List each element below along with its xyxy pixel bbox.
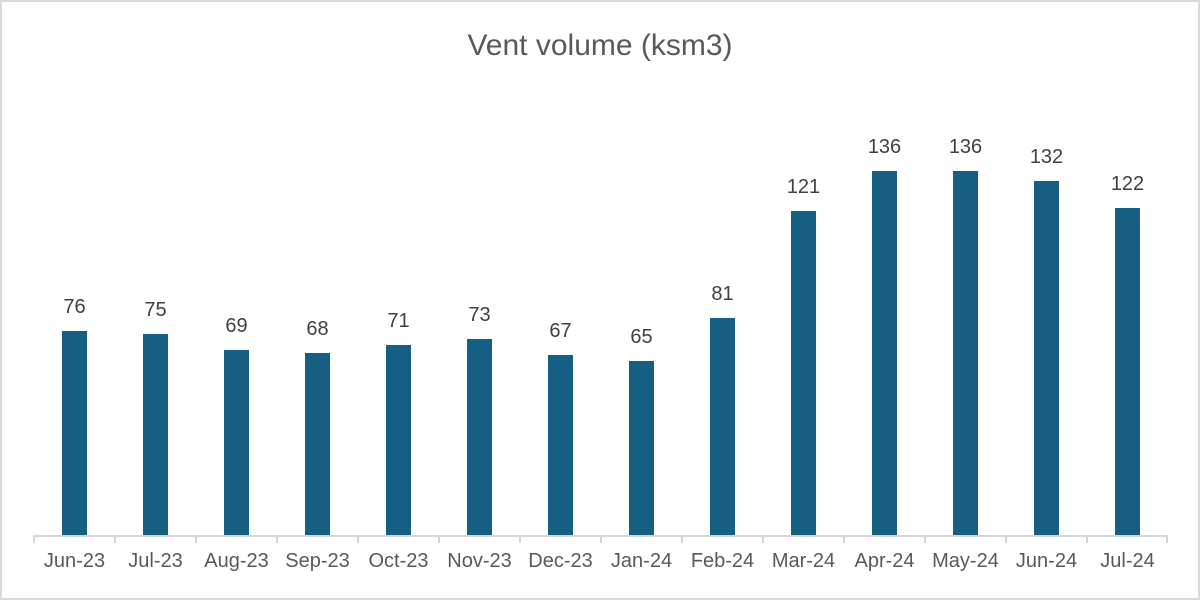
bar-value-label: 121: [786, 176, 821, 198]
x-axis-tick-label: May-24: [932, 550, 999, 572]
x-axis-tick-label: Feb-24: [690, 550, 755, 572]
x-axis-tick-label: Jul-24: [1100, 550, 1155, 572]
x-axis-tick-label: Jun-23: [43, 550, 106, 572]
bar-value-label: 76: [63, 296, 86, 318]
bar-cell: 136: [844, 82, 925, 535]
bar-cell: 132: [1006, 82, 1087, 535]
x-axis-tick-label: Aug-23: [204, 550, 269, 572]
x-axis-tick: [1005, 535, 1007, 543]
bar: [305, 353, 330, 535]
bar-cell: 121: [763, 82, 844, 535]
bar: [548, 355, 573, 535]
chart-title: Vent volume (ksm3): [467, 29, 733, 62]
x-axis-tick: [33, 535, 35, 543]
bar-cell: 81: [682, 82, 763, 535]
bar: [224, 350, 249, 535]
x-axis-tick-label: Sep-23: [285, 550, 350, 572]
x-axis-tick: [924, 535, 926, 543]
bar-value-label: 71: [387, 310, 410, 332]
bar: [1034, 181, 1059, 535]
bar-cell: 122: [1087, 82, 1168, 535]
x-axis-tick: [356, 535, 359, 543]
bar: [143, 334, 168, 535]
bar-cell: 71: [358, 82, 439, 535]
bar-cell: 69: [196, 82, 277, 535]
bar-value-label: 132: [1029, 146, 1064, 168]
bar-value-label: 67: [549, 320, 572, 342]
x-axis-tick: [843, 535, 845, 543]
bar-cell: 68: [277, 82, 358, 535]
bar: [386, 345, 411, 535]
bar-cell: 75: [115, 82, 196, 535]
x-axis-tick: [762, 535, 764, 543]
bar-value-label: 73: [468, 304, 491, 326]
x-axis-tick: [276, 535, 278, 543]
x-axis-tick-label: Nov-23: [447, 550, 512, 572]
x-axis-tick: [113, 535, 116, 543]
bar-cell: 76: [34, 82, 115, 535]
bar-value-label: 69: [225, 315, 248, 337]
x-axis-tick: [1166, 535, 1168, 543]
x-axis-tick: [438, 535, 440, 543]
x-axis-labels: Jun-23 Jul-23 Aug-23 Sep-23 Oct-23 Nov-23 Dec-…: [34, 548, 1168, 574]
bar-value-label: 75: [144, 299, 167, 321]
bar: [629, 361, 654, 535]
bars-row: 76 75 69 68 71 73 67 65 81 121 136 136 132 122: [34, 82, 1168, 535]
bar-cell: 136: [925, 82, 1006, 535]
x-axis-tick-label: Dec-23: [528, 550, 593, 572]
bar-cell: 67: [520, 82, 601, 535]
bar: [953, 171, 978, 535]
bar: [467, 339, 492, 535]
bar-value-label: 136: [867, 136, 902, 158]
bar: [62, 331, 87, 535]
x-axis-tick-label: Oct-23: [368, 550, 429, 572]
x-axis-tick-label: Jun-24: [1015, 550, 1078, 572]
x-axis-tick-label: Apr-24: [854, 550, 915, 572]
bar-value-label: 81: [711, 283, 734, 305]
plot-area: 76 75 69 68 71 73 67 65 81 121 136 136 132 122: [33, 82, 1168, 543]
bar: [1115, 208, 1140, 535]
bar-cell: 65: [601, 82, 682, 535]
x-axis-tick-label: Jul-23: [128, 550, 183, 572]
x-axis-tick: [680, 535, 683, 543]
bar-value-label: 65: [630, 326, 653, 348]
bar-cell: 73: [439, 82, 520, 535]
bar-value-label: 136: [948, 136, 983, 158]
x-axis-tick: [194, 535, 197, 543]
x-axis-tick: [1086, 535, 1088, 543]
bar: [791, 211, 816, 535]
x-axis-tick-label: Mar-24: [771, 550, 836, 572]
x-axis-tick: [600, 535, 602, 543]
bar: [872, 171, 897, 535]
bar-value-label: 68: [306, 318, 329, 340]
x-axis-tick: [519, 535, 521, 543]
x-axis-tick-label: Jan-24: [610, 550, 673, 572]
bar: [710, 318, 735, 535]
bar-value-label: 122: [1110, 173, 1145, 195]
